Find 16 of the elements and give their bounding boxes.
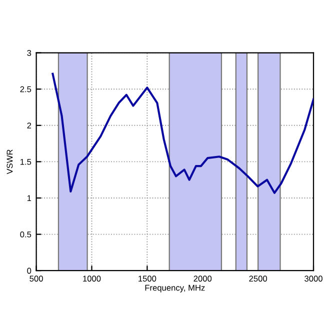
y-tick-label: 1.5 [20, 158, 32, 165]
y-tick-label: 3 [27, 50, 32, 56]
y-tick-label: 1 [27, 195, 32, 202]
y-tick-label: 2.5 [20, 86, 32, 92]
x-tick-label: 500 [30, 276, 43, 282]
x-tick-label: 2000 [194, 276, 212, 282]
x-tick-label: 2500 [249, 276, 268, 282]
x-tick-label: 3000 [304, 276, 322, 282]
x-axis-title: Frequency, MHz [145, 284, 205, 292]
y-axis-title: VSWR [6, 150, 13, 174]
y-tick-label: 0 [27, 268, 32, 274]
y-tick-label: 0.5 [20, 232, 32, 238]
x-tick-label: 1500 [138, 276, 156, 282]
line-series [52, 72, 314, 194]
x-tick-label: 1000 [83, 276, 101, 282]
y-tick-label: 2 [27, 122, 32, 128]
